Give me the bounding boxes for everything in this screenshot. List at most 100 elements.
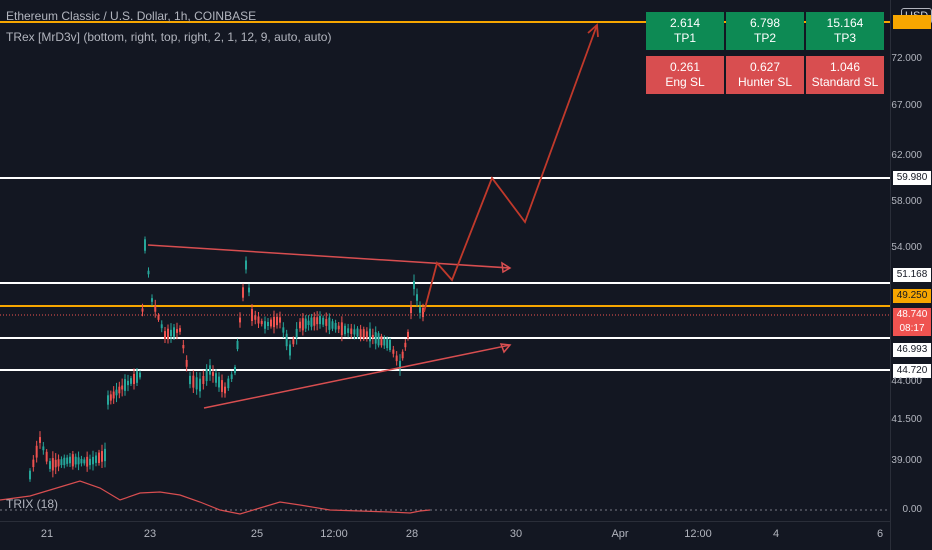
candle-body	[356, 328, 359, 337]
candle-body	[63, 457, 66, 466]
hunter-sl-cell: 0.627 Hunter SL	[726, 56, 804, 94]
price-tick: 54.000	[891, 242, 922, 253]
candle-body	[227, 378, 230, 389]
candle-body	[325, 319, 328, 326]
lower-trendline[interactable]	[203, 344, 511, 409]
candle-body	[130, 378, 132, 384]
candle-body	[322, 317, 325, 325]
candle-body	[69, 456, 71, 464]
time-tick: 6	[876, 528, 884, 540]
candle-body	[107, 395, 109, 405]
candle-body	[83, 459, 86, 464]
candle-body	[313, 317, 316, 326]
candle-body	[51, 458, 54, 471]
level-tag-59980: 59.980	[893, 171, 931, 185]
price-tick: 62.000	[891, 150, 922, 161]
candle-body	[57, 459, 60, 467]
candle-body	[316, 317, 319, 325]
upper-trendline[interactable]	[147, 244, 511, 269]
trix-line[interactable]	[0, 480, 431, 515]
candle-body	[413, 280, 415, 290]
candle-body	[245, 260, 247, 270]
candle-body	[127, 380, 129, 386]
candle-body	[410, 306, 412, 314]
candle-body	[389, 339, 391, 351]
candle-body	[239, 317, 241, 323]
candle-body	[337, 325, 340, 330]
pane-divider[interactable]	[0, 521, 890, 522]
candle-body	[285, 333, 288, 347]
price-tick: 72.000	[891, 53, 922, 64]
candle-body	[374, 332, 377, 344]
candle-body	[74, 456, 77, 465]
candle-body	[215, 373, 217, 383]
candle-body	[380, 336, 383, 346]
candle-body	[251, 309, 253, 321]
projection-path[interactable]	[423, 24, 598, 313]
candle-body	[248, 287, 250, 293]
tp1-cell: 2.614 TP1	[646, 12, 724, 50]
price-tick: 67.000	[891, 100, 922, 111]
candle-body	[54, 459, 57, 468]
candle-body	[101, 451, 103, 462]
candle-body	[260, 320, 263, 325]
candle-body	[331, 321, 334, 329]
candle-body	[289, 344, 291, 356]
candle-body	[224, 386, 226, 394]
candle-body	[350, 328, 353, 334]
candle-countdown: 08:17	[893, 322, 931, 336]
tp2-cell: 6.798 TP2	[726, 12, 804, 50]
candle-body	[264, 321, 266, 329]
chart-title: Ethereum Classic / U.S. Dollar, 1h, COIN…	[6, 9, 257, 23]
candle-body	[139, 372, 141, 378]
candle-body	[218, 376, 220, 388]
candle-body	[365, 331, 368, 338]
candle-body	[179, 328, 181, 332]
candle-body	[422, 307, 424, 318]
time-tick: 28	[405, 528, 419, 540]
candle-body	[362, 329, 365, 339]
candle-body	[77, 457, 80, 465]
trix-legend[interactable]: TRIX (18)	[6, 497, 59, 511]
price-tick: 39.000	[891, 455, 922, 466]
time-tick: 4	[772, 528, 780, 540]
candle-body	[340, 322, 343, 336]
candle-body	[319, 315, 321, 325]
candle-body	[270, 319, 272, 327]
candle-body	[189, 375, 191, 385]
candle-body	[267, 321, 269, 327]
candle-body	[419, 307, 421, 313]
candle-body	[71, 454, 74, 467]
trix-zero-tick: 0.00	[902, 504, 922, 515]
candle-body	[147, 270, 150, 275]
indicator-legend[interactable]: TRex [MrD3v] (bottom, right, top, right,…	[6, 30, 332, 44]
candle-body	[371, 334, 374, 338]
level-tag-49250: 49.250	[893, 289, 931, 303]
upper-trendline-arrowhead	[501, 261, 512, 274]
time-tick: 25	[250, 528, 264, 540]
candle-body	[279, 317, 281, 323]
projection-arrowhead	[587, 23, 599, 38]
candle-body	[157, 315, 160, 320]
time-tick: 12:00	[320, 528, 348, 540]
candle-body	[32, 459, 35, 468]
candle-body	[160, 324, 163, 329]
current-price-tag: 48.740	[893, 308, 931, 322]
candle-body	[407, 331, 409, 339]
candle-body	[276, 316, 278, 326]
candle-body	[112, 391, 115, 399]
candle-body	[236, 340, 239, 350]
candle-body	[45, 451, 48, 462]
candle-body	[170, 329, 172, 337]
price-axis-divider	[890, 0, 891, 550]
candle-body	[66, 457, 69, 464]
candle-body	[344, 325, 346, 335]
candle-body	[310, 317, 313, 327]
candle-body	[209, 365, 211, 375]
candle-body	[307, 320, 310, 326]
candle-body	[141, 308, 144, 312]
candle-body	[299, 321, 301, 329]
candle-body	[118, 386, 121, 394]
candle-body	[369, 328, 371, 342]
